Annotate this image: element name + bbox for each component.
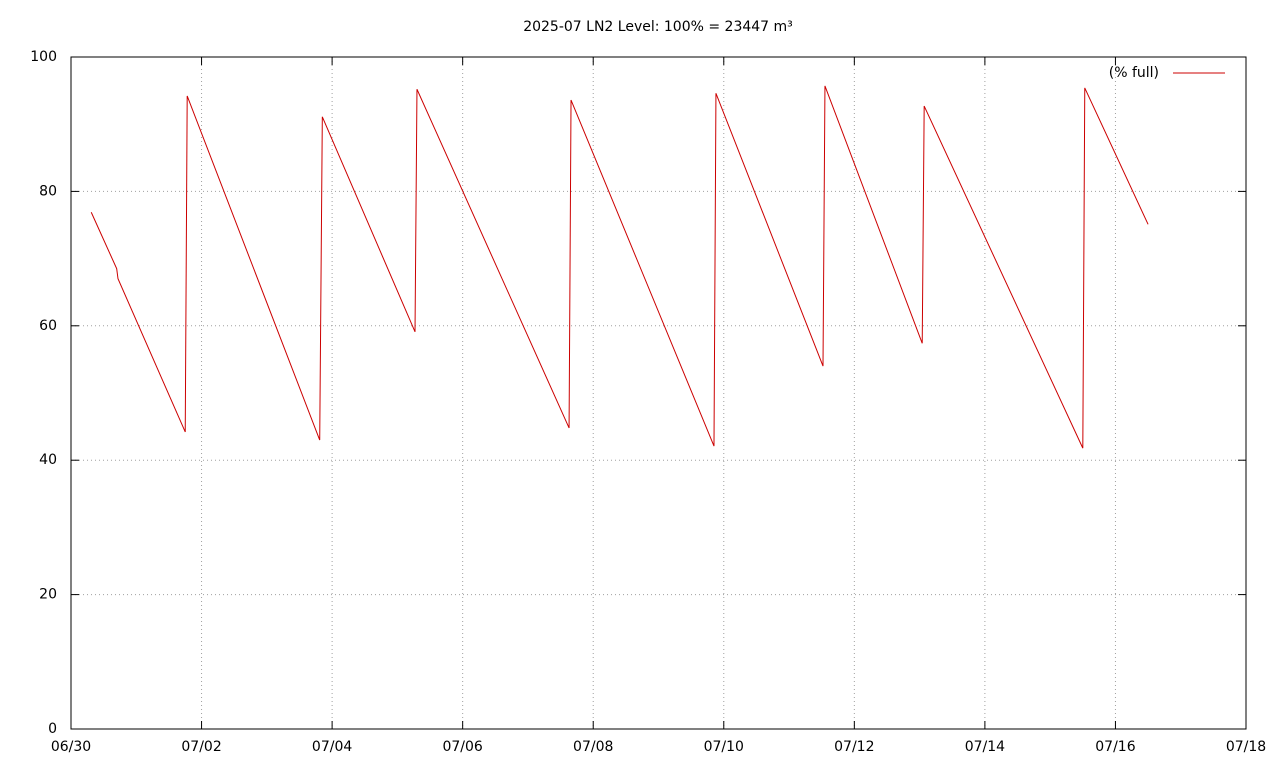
plot-border	[70, 56, 1247, 730]
x-tick-label: 07/16	[1095, 739, 1135, 755]
y-tick-label: 100	[30, 49, 57, 65]
x-tick-label: 06/30	[51, 739, 91, 755]
x-tick-label: 07/04	[312, 739, 352, 755]
legend-label: (% full)	[1109, 65, 1159, 81]
x-tick-label: 07/18	[1226, 739, 1266, 755]
y-tick-label: 0	[48, 721, 57, 737]
x-tick-label: 07/14	[965, 739, 1005, 755]
x-tick-label: 07/10	[704, 739, 744, 755]
x-tick-label: 07/12	[834, 739, 874, 755]
x-tick-label: 07/06	[442, 739, 482, 755]
x-tick-label: 07/02	[181, 739, 221, 755]
data-line	[90, 85, 1149, 449]
y-tick-label: 60	[39, 318, 57, 334]
chart-title: 2025-07 LN2 Level: 100% = 23447 m³	[523, 19, 793, 35]
y-tick-label: 40	[39, 452, 57, 468]
y-tick-label: 80	[39, 183, 57, 199]
y-tick-label: 20	[39, 587, 57, 603]
x-tick-label: 07/08	[573, 739, 613, 755]
